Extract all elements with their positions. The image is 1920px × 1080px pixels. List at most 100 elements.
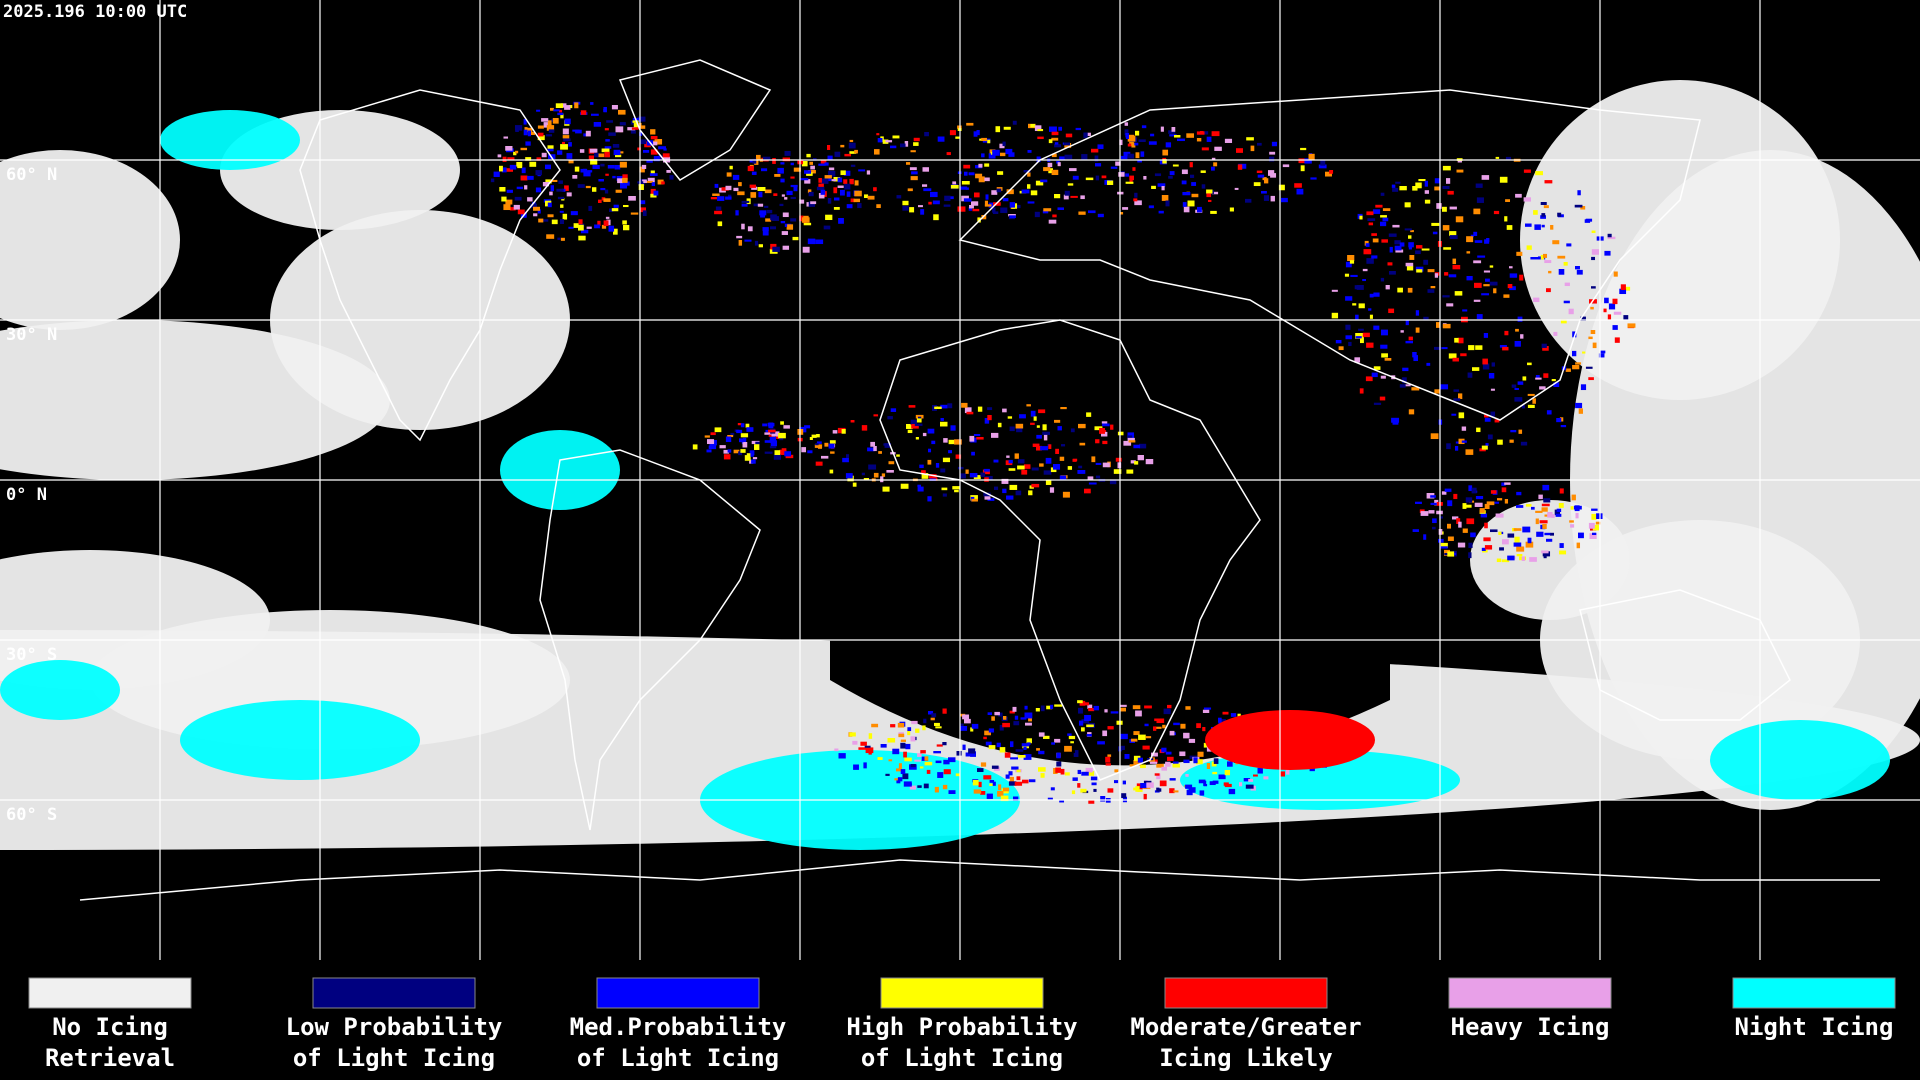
icing-pixel <box>1447 523 1452 529</box>
icing-pixel <box>792 236 799 241</box>
icing-pixel <box>658 146 666 150</box>
icing-pixel <box>1455 446 1459 451</box>
icing-pixel <box>1320 160 1326 166</box>
icing-pixel <box>1481 175 1490 180</box>
icing-pixel <box>1380 221 1387 227</box>
icing-pixel <box>1054 142 1059 145</box>
icing-pixel <box>773 454 781 460</box>
icing-pixel <box>1350 274 1358 277</box>
icing-pixel <box>1509 439 1514 443</box>
icing-pixel <box>622 220 627 225</box>
icing-pixel <box>562 141 566 145</box>
icing-pixel <box>1153 726 1157 731</box>
icing-pixel <box>650 188 656 195</box>
icing-pixel <box>1612 325 1618 330</box>
icing-pixel <box>955 136 961 139</box>
icing-pixel <box>820 189 826 195</box>
legend-label: Moderate/Greater <box>1130 1013 1361 1041</box>
icing-pixel <box>1016 426 1023 433</box>
icing-pixel <box>764 189 772 194</box>
icing-pixel <box>520 175 528 181</box>
icing-pixel <box>1104 709 1108 713</box>
icing-pixel <box>1395 249 1404 253</box>
icing-pixel <box>749 159 754 163</box>
icing-pixel <box>950 185 959 189</box>
icing-pixel <box>860 741 867 746</box>
icing-pixel <box>790 196 796 200</box>
icing-pixel <box>1481 547 1486 551</box>
icing-pixel <box>1172 761 1179 765</box>
icing-pixel <box>926 769 931 774</box>
icing-pixel <box>1493 288 1497 294</box>
legend-label: Retrieval <box>45 1044 175 1072</box>
icing-pixel <box>735 210 739 216</box>
icing-pixel <box>639 131 643 136</box>
latitude-label: 30° S <box>6 645 57 665</box>
icing-pixel <box>1457 337 1464 344</box>
icing-pixel <box>755 441 760 446</box>
latitude-label: 60° N <box>6 165 57 185</box>
icing-pixel <box>506 189 513 193</box>
icing-pixel <box>562 135 570 139</box>
icing-pixel <box>714 183 719 188</box>
icing-pixel <box>1246 137 1254 141</box>
icing-pixel <box>1423 259 1429 265</box>
icing-pixel <box>1496 558 1502 563</box>
icing-pixel <box>1000 152 1006 157</box>
icing-pixel <box>1122 780 1126 785</box>
icing-pixel <box>1128 134 1135 138</box>
icing-pixel <box>1472 367 1480 371</box>
icing-pixel <box>1107 788 1114 793</box>
icing-pixel <box>603 198 611 202</box>
icing-pixel <box>556 188 564 192</box>
icing-pixel <box>1532 398 1536 404</box>
legend-label: No Icing <box>52 1013 168 1041</box>
icing-pixel <box>1211 157 1216 161</box>
icing-pixel <box>1375 204 1383 208</box>
icing-pixel <box>781 194 785 197</box>
icing-pixel <box>1036 425 1040 428</box>
icing-pixel <box>1399 384 1406 388</box>
icing-pixel <box>1050 467 1057 473</box>
icing-pixel <box>868 751 872 755</box>
icing-pixel <box>1298 158 1305 164</box>
icing-pixel <box>1418 179 1426 182</box>
icing-pixel <box>1078 423 1086 429</box>
icing-pixel <box>810 165 815 170</box>
icing-pixel <box>1134 192 1138 198</box>
icing-pixel <box>613 228 618 235</box>
icing-pixel <box>1360 337 1364 344</box>
icing-pixel <box>1067 733 1072 736</box>
icing-pixel <box>1159 780 1167 787</box>
icing-pixel <box>507 157 515 161</box>
icing-pixel <box>538 218 544 223</box>
icing-pixel <box>928 201 932 205</box>
icing-pixel <box>1497 439 1503 445</box>
icing-pixel <box>505 146 513 151</box>
icing-pixel <box>849 151 857 154</box>
icing-pixel <box>1560 319 1567 324</box>
icing-pixel <box>906 162 911 165</box>
icing-pixel <box>1081 771 1089 776</box>
icing-pixel <box>725 196 732 200</box>
cloud-field <box>160 110 300 170</box>
icing-pixel <box>1124 122 1129 126</box>
icing-pixel <box>493 171 500 177</box>
icing-pixel <box>833 207 840 210</box>
icing-pixel <box>1564 282 1570 287</box>
icing-pixel <box>910 764 916 768</box>
icing-pixel <box>1591 286 1596 289</box>
icing-pixel <box>1120 155 1128 160</box>
icing-pixel <box>854 190 862 197</box>
icing-pixel <box>923 718 927 724</box>
icing-pixel <box>516 186 524 190</box>
icing-pixel <box>727 435 734 438</box>
icing-pixel <box>991 765 999 769</box>
icing-pixel <box>1371 255 1378 259</box>
icing-pixel <box>1014 715 1019 720</box>
icing-pixel <box>987 407 993 411</box>
icing-pixel <box>766 209 773 214</box>
icing-pixel <box>897 777 903 782</box>
icing-pixel <box>1136 783 1143 790</box>
icing-pixel <box>605 173 609 176</box>
